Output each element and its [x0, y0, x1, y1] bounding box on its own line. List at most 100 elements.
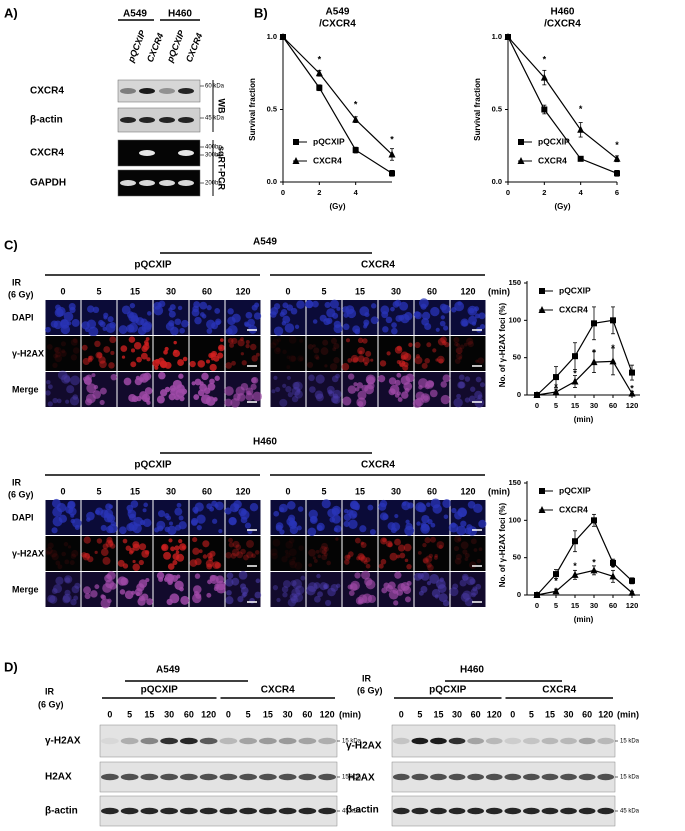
cell-line: A549: [156, 665, 180, 676]
band: [597, 807, 615, 815]
merge-cell: [377, 375, 386, 383]
band: [258, 737, 277, 745]
nucleus: [247, 318, 255, 327]
nucleus: [451, 507, 457, 514]
focus: [206, 563, 213, 570]
point: [316, 84, 323, 91]
time-label: 15: [545, 709, 555, 719]
time-label: 60: [302, 709, 312, 719]
legend-label: CXCR4: [559, 504, 588, 514]
focus: [205, 359, 211, 364]
nucleus: [56, 306, 66, 317]
focus: [378, 563, 384, 569]
nucleus: [168, 307, 173, 312]
merge-cell: [294, 390, 303, 399]
focus: [240, 337, 244, 341]
focus: [312, 344, 316, 348]
focus: [172, 560, 178, 566]
merge-cell: [90, 590, 98, 598]
band: [120, 737, 139, 745]
merge-cell: [158, 371, 166, 380]
band: [178, 117, 194, 123]
band: [541, 807, 559, 815]
nucleus: [443, 514, 449, 520]
nucleus: [325, 317, 333, 325]
band: [578, 807, 596, 815]
nucleus: [282, 315, 291, 324]
chart-title: A549: [326, 7, 350, 18]
merge-cell: [335, 583, 341, 589]
legend-marker: [538, 506, 546, 513]
nucleus: [227, 308, 234, 315]
merge-cell: [55, 576, 64, 585]
micrograph: [412, 372, 451, 408]
nucleus: [128, 312, 139, 322]
band: [178, 180, 194, 186]
micrograph: [270, 500, 306, 535]
nucleus: [45, 326, 51, 333]
nucleus: [467, 500, 476, 509]
panel-label: C): [4, 237, 18, 252]
nucleus: [92, 306, 100, 314]
x-axis-label: (min): [574, 615, 594, 624]
micrograph: [189, 500, 225, 535]
micrograph-bg: [414, 536, 450, 571]
x-tick-label: 6: [615, 188, 619, 197]
significance-mark: *: [554, 382, 558, 392]
focus: [365, 563, 371, 569]
focus: [400, 351, 409, 360]
x-tick-label: 0: [535, 401, 539, 410]
merge-cell: [273, 375, 278, 380]
merge-cell: [207, 579, 212, 585]
micrograph: [413, 572, 450, 607]
micrograph-bg: [342, 536, 378, 571]
point: [613, 154, 621, 162]
focus: [146, 357, 151, 362]
point: [628, 389, 636, 397]
focus: [72, 347, 80, 354]
time-label: 120: [235, 486, 250, 496]
band: [597, 737, 615, 745]
micrograph-bg: [270, 572, 306, 607]
focus: [344, 554, 351, 561]
focus: [61, 349, 66, 354]
focus: [107, 540, 114, 546]
merge-cell: [355, 596, 364, 605]
y-tick-label: 100: [508, 515, 521, 524]
band: [392, 807, 410, 815]
focus: [271, 552, 278, 560]
merge-cell: [84, 593, 91, 600]
focus: [108, 362, 115, 369]
point: [609, 357, 617, 365]
nucleus: [478, 519, 487, 528]
focus: [319, 546, 328, 555]
significance-mark: *: [318, 55, 322, 65]
point: [577, 155, 584, 162]
unit-label: (min): [488, 286, 510, 296]
focus: [237, 339, 245, 347]
band: [258, 773, 277, 781]
merge-cell: [100, 594, 105, 599]
nucleus: [178, 521, 187, 530]
nucleus: [305, 300, 314, 309]
focus: [286, 355, 291, 360]
legend-marker: [517, 157, 525, 164]
time-label: 0: [60, 286, 65, 296]
merge-cell: [231, 577, 240, 586]
nucleus: [244, 522, 251, 529]
time-label: 30: [166, 286, 176, 296]
micrograph: [81, 372, 118, 407]
focus: [321, 549, 327, 555]
merge-cell: [314, 595, 321, 603]
nucleus: [157, 302, 162, 308]
merge-cell: [146, 598, 154, 606]
focus: [417, 550, 422, 555]
micrograph: [378, 299, 414, 335]
focus: [275, 347, 281, 353]
focus: [421, 362, 428, 369]
band: [140, 773, 159, 781]
merge-cell: [468, 395, 476, 403]
merge-cell: [174, 394, 180, 401]
row-label: γ-H2AX: [12, 548, 44, 558]
micrograph: [153, 300, 189, 336]
